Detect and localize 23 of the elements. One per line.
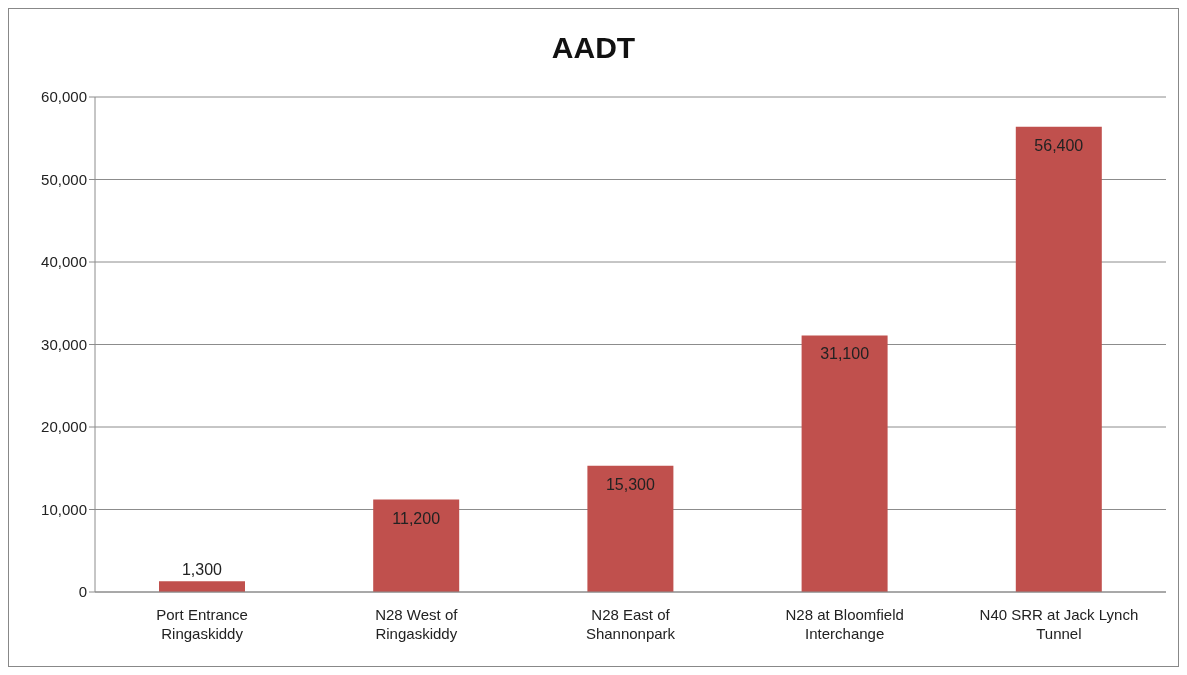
bar	[159, 581, 245, 592]
bar	[801, 335, 888, 592]
bar	[1015, 126, 1102, 592]
bar	[587, 465, 674, 592]
y-tick-label: 0	[78, 583, 87, 601]
x-tick-label: Port Entrance Ringaskiddy	[156, 606, 248, 642]
y-tick-label: 20,000	[41, 418, 87, 436]
y-tick-label: 40,000	[41, 253, 87, 271]
bar	[373, 499, 460, 592]
data-label: 11,200	[392, 509, 441, 527]
data-label: 15,300	[605, 475, 655, 493]
y-tick-label: 60,000	[41, 88, 87, 106]
x-tick-label: N40 SRR at Jack Lynch Tunnel	[979, 606, 1139, 642]
data-label: 31,100	[820, 345, 870, 363]
x-tick-label: N28 West of Ringaskiddy	[375, 606, 459, 642]
y-tick-label: 10,000	[41, 500, 87, 518]
x-tick-label: N28 at Bloomfield Interchange	[785, 606, 904, 642]
x-tick-label: N28 East of Shannonpark	[585, 606, 676, 642]
data-label: 56,400	[1034, 136, 1084, 154]
y-tick-label: 50,000	[41, 170, 87, 188]
y-tick-label: 30,000	[41, 335, 87, 353]
chart-title: AADT	[550, 31, 637, 65]
data-label: 1,300	[181, 561, 223, 579]
